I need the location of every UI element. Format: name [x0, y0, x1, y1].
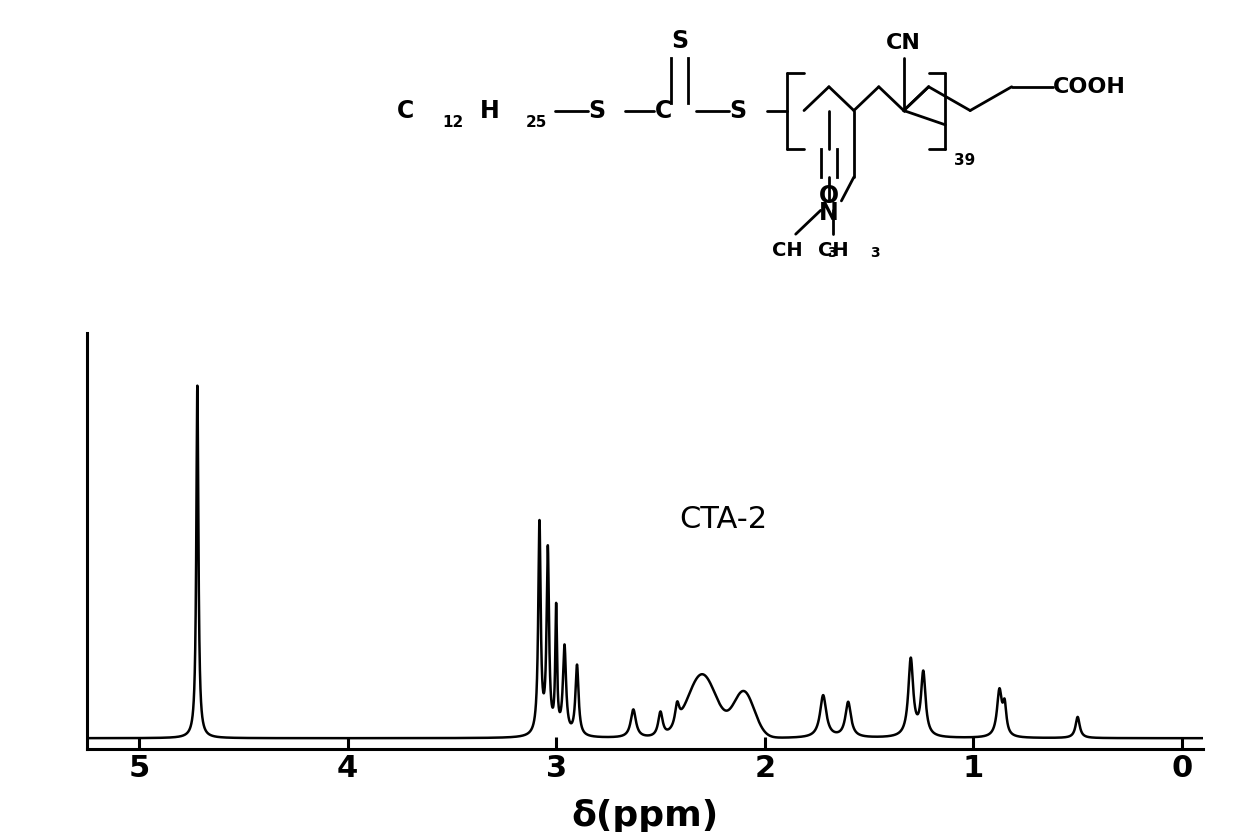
Text: O: O — [818, 184, 839, 208]
Text: S: S — [729, 98, 746, 122]
X-axis label: δ(ppm): δ(ppm) — [572, 800, 718, 832]
Text: C: C — [397, 98, 414, 122]
Text: CH: CH — [773, 241, 802, 260]
Text: CN: CN — [887, 33, 921, 53]
Text: CH: CH — [818, 241, 848, 260]
Text: N: N — [820, 201, 838, 225]
Text: 12: 12 — [443, 115, 464, 130]
Text: S: S — [588, 98, 605, 122]
Text: S: S — [671, 29, 688, 53]
Text: C: C — [655, 98, 672, 122]
Text: 3: 3 — [870, 246, 880, 260]
Text: COOH: COOH — [1053, 77, 1126, 97]
Text: CTA-2: CTA-2 — [678, 506, 768, 534]
Text: 25: 25 — [526, 115, 547, 130]
Text: 3: 3 — [827, 246, 837, 260]
Text: 39: 39 — [954, 153, 975, 168]
Text: H: H — [480, 98, 500, 122]
